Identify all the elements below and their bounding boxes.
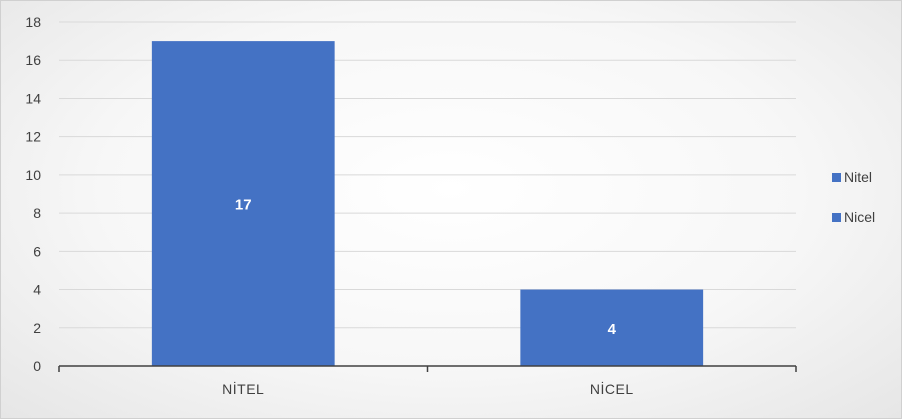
y-tick-label: 14: [25, 90, 41, 106]
data-label: 4: [608, 321, 617, 338]
data-label: 17: [235, 197, 252, 214]
y-tick-label: 4: [33, 282, 41, 298]
y-tick-label: 6: [33, 243, 41, 259]
y-tick-label: 2: [33, 320, 41, 336]
data-labels: 17 4: [235, 197, 617, 338]
legend-swatch: [832, 173, 841, 182]
legend-label: Nicel: [844, 209, 875, 225]
y-tick-label: 0: [33, 358, 41, 374]
bar-1: [151, 41, 335, 366]
x-tick-label: NİCEL: [590, 380, 634, 397]
y-tick-label: 10: [25, 167, 41, 183]
x-axis: NİTEL NİCEL: [58, 365, 797, 397]
y-tick-label: 12: [25, 129, 41, 145]
x-tick-label: NİTEL: [222, 380, 264, 397]
bars: [151, 41, 704, 366]
y-tick-label: 18: [25, 14, 41, 30]
legend: Nitel Nicel: [832, 169, 875, 225]
y-tick-label: 16: [25, 52, 41, 68]
legend-swatch: [832, 213, 841, 222]
bar-2: [520, 289, 704, 366]
y-axis-ticks: 0 2 4 6 8 10 12 14 16 18: [25, 14, 41, 374]
legend-label: Nitel: [844, 169, 872, 185]
y-tick-label: 8: [33, 205, 41, 221]
